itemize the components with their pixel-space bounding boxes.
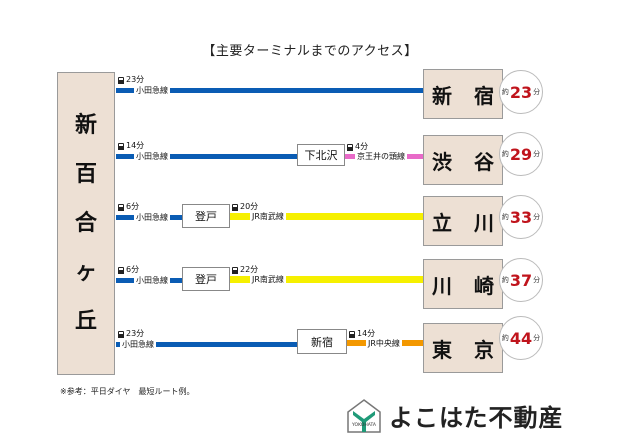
origin-char: 合 xyxy=(74,210,97,236)
origin-station-box: 新 百 合 ヶ 丘 xyxy=(57,72,115,375)
train-icon xyxy=(232,203,238,211)
transfer-station: 下北沢 xyxy=(297,144,345,166)
total-minutes: 29 xyxy=(509,144,533,164)
company-name: よこはた不動産 xyxy=(389,404,564,432)
route-tachikawa: 6分 小田急線 登戸 20分 JR南武線 立 川 約 33 分 xyxy=(0,195,620,259)
destination-box: 東 京 xyxy=(423,323,503,373)
destination-char: 東 xyxy=(432,337,452,362)
odakyu-line xyxy=(116,154,298,159)
minutes-unit: 分 xyxy=(533,88,541,96)
minutes-unit: 分 xyxy=(533,213,541,221)
svg-text:YOKOHATA: YOKOHATA xyxy=(351,422,377,428)
minutes-unit: 分 xyxy=(533,276,541,284)
total-minutes: 44 xyxy=(509,328,533,348)
segment-time: 14分 xyxy=(349,329,375,339)
house-logo-icon: YOKOHATA xyxy=(347,398,381,433)
destination-char: 川 xyxy=(474,210,494,235)
line-label: 小田急線 xyxy=(120,340,156,350)
segment-time: 6分 xyxy=(118,265,139,275)
total-time-badge: 約 33 分 xyxy=(499,195,543,239)
train-icon xyxy=(118,142,124,150)
destination-char: 崎 xyxy=(474,273,494,298)
route-shinjuku: 23分 小田急線 新 宿 約 23 分 xyxy=(0,69,620,132)
page-title: 【主要ターミナルまでのアクセス】 xyxy=(202,44,418,59)
line-label: 京王井の頭線 xyxy=(355,152,407,162)
line-label: 小田急線 xyxy=(134,213,170,223)
segment-time: 4分 xyxy=(347,142,368,152)
total-minutes: 37 xyxy=(509,270,533,290)
destination-char: 京 xyxy=(474,337,494,362)
train-icon xyxy=(349,330,355,338)
total-time-badge: 約 29 分 xyxy=(499,132,543,176)
total-time-badge: 約 23 分 xyxy=(499,70,543,114)
approx-label: 約 xyxy=(501,150,509,158)
segment-time: 23分 xyxy=(118,329,144,339)
approx-label: 約 xyxy=(501,88,509,96)
destination-char: 渋 xyxy=(432,149,452,174)
odakyu-line xyxy=(116,342,298,347)
segment-time: 22分 xyxy=(232,265,258,275)
line-label: JR南武線 xyxy=(250,275,286,285)
company-logo: YOKOHATA よこはた不動産 xyxy=(347,398,564,433)
origin-char: 丘 xyxy=(74,308,97,334)
destination-box: 立 川 xyxy=(423,196,503,246)
jr-nambu-line xyxy=(230,276,424,283)
route-kawasaki: 6分 小田急線 登戸 22分 JR南武線 川 崎 約 37 分 xyxy=(0,258,620,322)
segment-time: 23分 xyxy=(118,75,144,85)
destination-char: 立 xyxy=(432,210,452,235)
train-icon xyxy=(118,203,124,211)
destination-char: 谷 xyxy=(474,149,494,174)
approx-label: 約 xyxy=(501,334,509,342)
minutes-unit: 分 xyxy=(533,334,541,342)
train-icon xyxy=(118,266,124,274)
destination-char: 川 xyxy=(432,273,452,298)
origin-char: 新 xyxy=(74,112,97,138)
approx-label: 約 xyxy=(501,213,509,221)
line-label: 小田急線 xyxy=(134,276,170,286)
line-label: 小田急線 xyxy=(134,152,170,162)
total-minutes: 33 xyxy=(509,207,533,227)
transfer-station: 登戸 xyxy=(182,267,230,291)
route-shibuya: 14分 小田急線 下北沢 4分 京王井の頭線 渋 谷 約 29 分 xyxy=(0,132,620,198)
minutes-unit: 分 xyxy=(533,150,541,158)
destination-box: 川 崎 xyxy=(423,259,503,309)
total-time-badge: 約 37 分 xyxy=(499,258,543,302)
train-icon xyxy=(232,266,238,274)
train-icon xyxy=(118,76,124,84)
segment-time: 20分 xyxy=(232,202,258,212)
origin-char: ヶ xyxy=(74,259,97,285)
jr-nambu-line xyxy=(230,213,424,220)
origin-char: 百 xyxy=(74,161,97,187)
segment-time: 6分 xyxy=(118,202,139,212)
segment-time: 14分 xyxy=(118,141,144,151)
destination-box: 新 宿 xyxy=(423,69,503,119)
odakyu-line xyxy=(116,88,424,93)
train-icon xyxy=(118,330,124,338)
line-label: JR南武線 xyxy=(250,212,286,222)
reference-note: ※参考：平日ダイヤ 最短ルート例。 xyxy=(60,387,195,396)
destination-char: 宿 xyxy=(474,83,494,108)
destination-box: 渋 谷 xyxy=(423,135,503,185)
transfer-station: 登戸 xyxy=(182,204,230,228)
line-label: 小田急線 xyxy=(134,86,170,96)
train-icon xyxy=(347,143,353,151)
route-tokyo: 23分 小田急線 新宿 14分 JR中央線 東 京 約 44 分 xyxy=(0,316,620,386)
destination-char: 新 xyxy=(432,83,452,108)
line-label: JR中央線 xyxy=(366,339,402,349)
total-minutes: 23 xyxy=(509,82,533,102)
total-time-badge: 約 44 分 xyxy=(499,316,543,360)
transfer-station: 新宿 xyxy=(297,329,347,354)
approx-label: 約 xyxy=(501,276,509,284)
